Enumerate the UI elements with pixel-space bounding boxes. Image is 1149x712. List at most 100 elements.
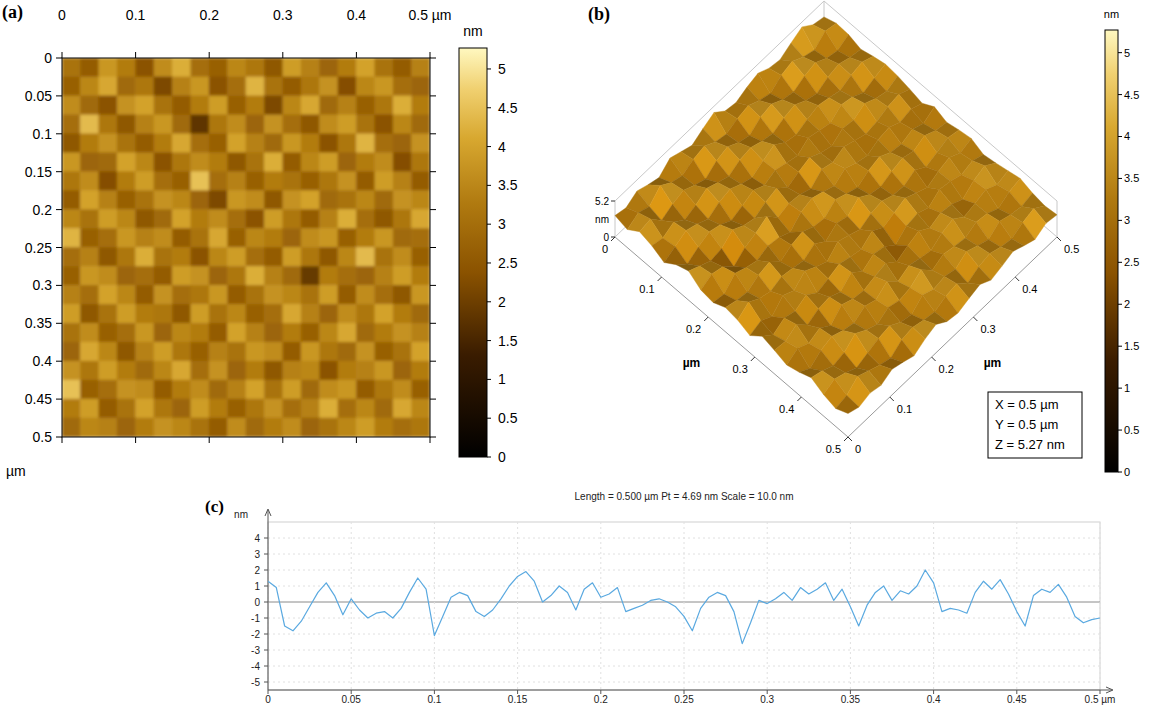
y-tick-label: 0.2 bbox=[33, 202, 53, 218]
x-tick bbox=[658, 277, 662, 281]
cell bbox=[172, 152, 191, 172]
colorbar-tick bbox=[487, 68, 491, 69]
cell bbox=[411, 77, 430, 97]
y-tick-label: 0 bbox=[254, 597, 260, 608]
cell bbox=[411, 304, 430, 324]
cell bbox=[356, 209, 375, 229]
cell bbox=[135, 190, 154, 210]
cell bbox=[227, 96, 246, 116]
cell bbox=[209, 361, 228, 381]
grid-line bbox=[684, 522, 685, 690]
cell bbox=[246, 171, 265, 191]
colorbar-title: nm bbox=[1104, 8, 1119, 20]
colorbar-tick bbox=[1118, 52, 1122, 53]
y-tick bbox=[264, 634, 268, 635]
x-axis-line bbox=[615, 237, 848, 437]
cell bbox=[283, 171, 302, 191]
cell bbox=[393, 342, 412, 362]
cell bbox=[209, 304, 228, 324]
subtitle: Length = 0.500 µm Pt = 4.69 nm Scale = 1… bbox=[575, 491, 794, 502]
cell bbox=[172, 77, 191, 97]
cell bbox=[375, 399, 394, 419]
cell bbox=[411, 380, 430, 400]
x-tick bbox=[209, 52, 210, 58]
cell bbox=[99, 285, 118, 305]
colorbar-title: nm bbox=[463, 23, 482, 39]
colorbar: 00.511.522.533.544.55nm bbox=[459, 23, 518, 465]
cell bbox=[283, 342, 302, 362]
cell bbox=[393, 134, 412, 154]
cell bbox=[80, 304, 99, 324]
cell bbox=[283, 228, 302, 248]
cell bbox=[154, 323, 173, 343]
cell bbox=[227, 152, 246, 172]
cell bbox=[356, 342, 375, 362]
cell bbox=[319, 190, 338, 210]
cell bbox=[264, 399, 283, 419]
y-tick bbox=[848, 437, 852, 441]
cell bbox=[301, 380, 320, 400]
cell bbox=[80, 77, 99, 97]
colorbar-tick-label: 0 bbox=[498, 449, 506, 465]
cell bbox=[246, 96, 265, 116]
cell bbox=[62, 152, 81, 172]
cell bbox=[80, 266, 99, 286]
cell bbox=[338, 380, 357, 400]
cell bbox=[319, 418, 338, 437]
panel-letter: (b) bbox=[588, 4, 610, 25]
cell bbox=[393, 304, 412, 324]
y-tick bbox=[264, 554, 268, 555]
cell bbox=[191, 380, 210, 400]
cell bbox=[154, 115, 173, 135]
cell bbox=[135, 361, 154, 381]
y-tick bbox=[430, 95, 436, 96]
x-tick-label: 0.1 bbox=[126, 7, 146, 23]
cell bbox=[319, 266, 338, 286]
cell bbox=[393, 380, 412, 400]
y-tick bbox=[56, 133, 62, 134]
cell bbox=[62, 266, 81, 286]
colorbar-tick-label: 0 bbox=[1124, 466, 1130, 478]
cell bbox=[99, 209, 118, 229]
cell bbox=[301, 115, 320, 135]
cell bbox=[301, 361, 320, 381]
cell bbox=[338, 209, 357, 229]
cell bbox=[209, 152, 228, 172]
colorbar-tick-label: 3.5 bbox=[498, 177, 518, 193]
cell bbox=[411, 171, 430, 191]
cell bbox=[338, 285, 357, 305]
cell bbox=[117, 77, 136, 97]
cell bbox=[227, 323, 246, 343]
colorbar-tick bbox=[1118, 178, 1122, 179]
cell bbox=[209, 115, 228, 135]
cell bbox=[356, 399, 375, 419]
cell bbox=[99, 418, 118, 437]
cell bbox=[80, 418, 99, 437]
x-axis-arrow bbox=[1106, 687, 1113, 693]
colorbar-tick-label: 1.5 bbox=[498, 333, 518, 349]
cell bbox=[99, 134, 118, 154]
cell bbox=[356, 266, 375, 286]
cell bbox=[264, 152, 283, 172]
cell bbox=[227, 266, 246, 286]
cell bbox=[135, 96, 154, 116]
surface-facet bbox=[836, 395, 859, 413]
cell bbox=[191, 58, 210, 77]
cell bbox=[154, 285, 173, 305]
grid-line bbox=[351, 522, 352, 690]
cell bbox=[191, 77, 210, 97]
cell bbox=[319, 247, 338, 267]
annotation: Y = 0.5 µm bbox=[995, 417, 1058, 432]
cell bbox=[99, 323, 118, 343]
colorbar-tick bbox=[1118, 472, 1122, 473]
cell bbox=[338, 323, 357, 343]
cell bbox=[99, 190, 118, 210]
y-tick bbox=[430, 171, 436, 172]
surface-facet bbox=[662, 204, 685, 222]
cell bbox=[191, 361, 210, 381]
x-tick-label: 0.1 bbox=[427, 694, 441, 705]
cell bbox=[172, 247, 191, 267]
cell bbox=[246, 399, 265, 419]
cell bbox=[135, 342, 154, 362]
y-tick bbox=[430, 361, 436, 362]
